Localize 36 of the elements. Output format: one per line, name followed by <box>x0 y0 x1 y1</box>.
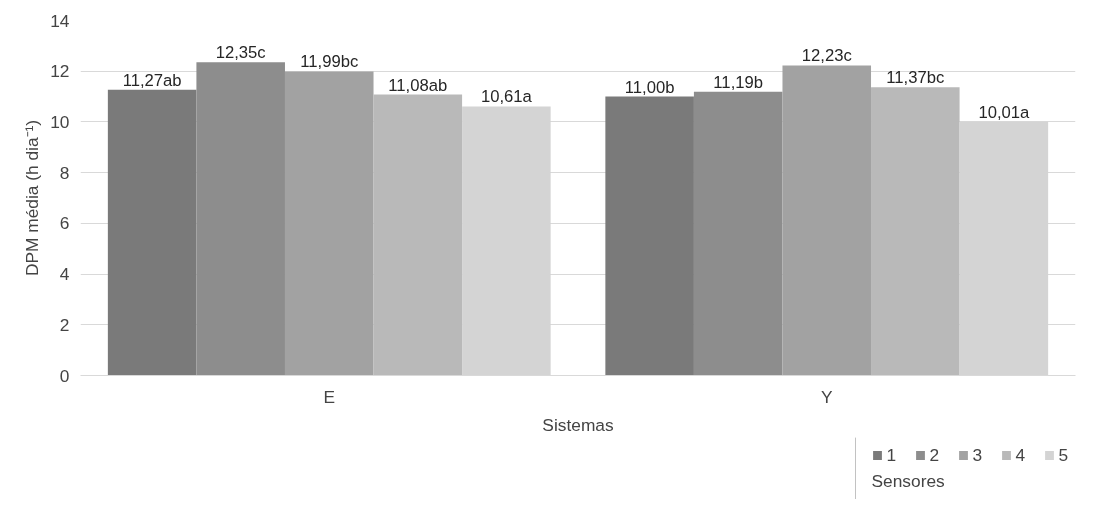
data-label: 10,01a <box>978 102 1031 122</box>
legend-label: 5 <box>1058 444 1070 466</box>
bar <box>605 96 694 376</box>
legend-label: 4 <box>1015 444 1027 466</box>
data-label: 11,08ab <box>388 75 448 95</box>
bar <box>693 91 783 376</box>
legend-label: 2 <box>929 444 941 466</box>
y-tick-label: 2 <box>59 314 70 335</box>
bar <box>107 89 197 376</box>
y-tick-label: 8 <box>59 162 70 183</box>
bar <box>196 62 285 376</box>
legend-label: 3 <box>972 444 984 466</box>
x-tick-label: Y <box>820 386 833 407</box>
data-label: 11,99bc <box>300 52 359 72</box>
bar <box>284 71 374 376</box>
x-axis-title: Sistemas <box>542 414 614 435</box>
y-tick-label: 12 <box>50 61 70 82</box>
legend-title: Sensores <box>871 470 946 492</box>
y-axis-title: DPM média (h dia⁻¹) <box>22 119 43 277</box>
data-label: 11,00b <box>624 77 675 97</box>
y-tick-label: 10 <box>50 111 70 132</box>
data-label: 12,35c <box>215 43 266 63</box>
y-tick-label: 0 <box>59 365 70 386</box>
legend-label: 1 <box>886 444 898 466</box>
data-label: 12,23c <box>801 46 852 66</box>
bar <box>782 65 872 376</box>
y-tick-label: 6 <box>59 213 70 234</box>
bar <box>373 94 463 376</box>
data-label: 11,27ab <box>122 70 182 90</box>
data-label: 11,19b <box>713 72 764 92</box>
y-tick-label: 4 <box>59 264 70 285</box>
x-tick-label: E <box>323 386 336 407</box>
bar <box>871 87 960 376</box>
y-tick-label: 14 <box>50 10 70 31</box>
data-label: 11,37bc <box>886 68 945 88</box>
data-label: 10,61a <box>480 87 533 107</box>
